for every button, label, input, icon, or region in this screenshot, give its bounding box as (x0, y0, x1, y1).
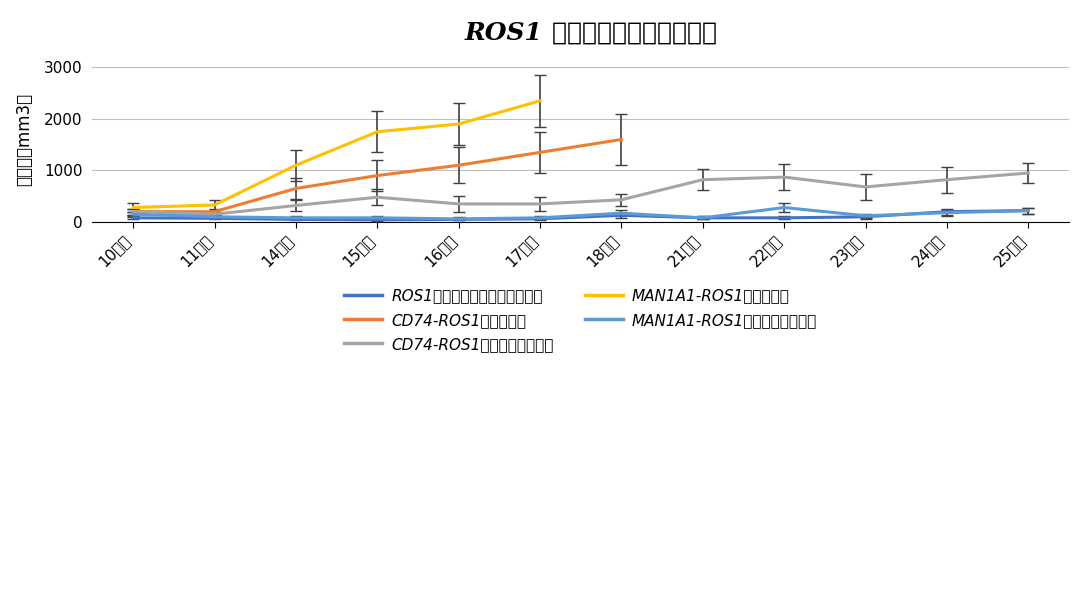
Y-axis label: 腫瘍量（mm3）: 腫瘍量（mm3） (15, 93, 33, 186)
Text: 融合遺伝子腫瘍の腫瘍径: 融合遺伝子腫瘍の腫瘍径 (544, 21, 718, 45)
Text: ROS1: ROS1 (464, 21, 542, 45)
Legend: ROS1（非融合遺伝子・薬無し）, CD74-ROS1（薬無し）, CD74-ROS1（クリゾチニブ）, MAN1A1-ROS1（薬無し）, MAN1A1-RO: ROS1（非融合遺伝子・薬無し）, CD74-ROS1（薬無し）, CD74-R… (338, 283, 823, 358)
